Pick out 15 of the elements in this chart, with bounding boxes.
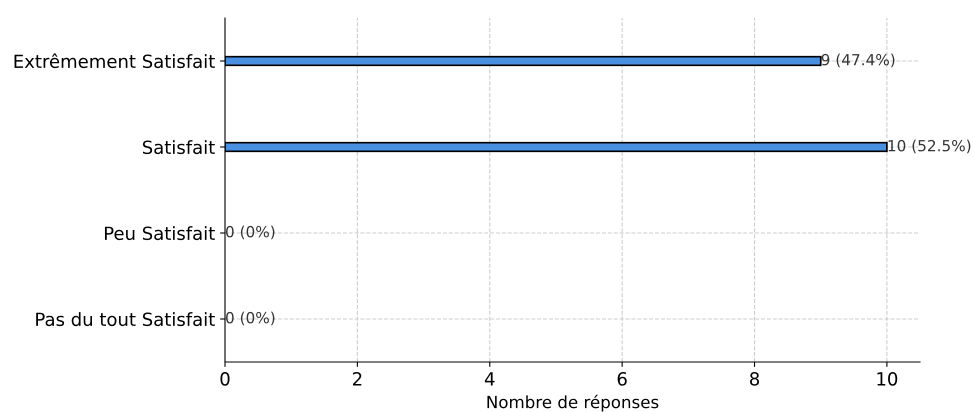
data-label: 10 (52.5%)	[888, 140, 970, 154]
x-tick-label: 6	[618, 372, 627, 386]
y-tick-label: Satisfait	[142, 140, 215, 154]
x-tick-label: 8	[750, 372, 760, 386]
x-tick-label: 4	[484, 372, 494, 386]
data-label: 0 (0%)	[226, 226, 274, 240]
x-tick-label: 10	[877, 372, 898, 386]
y-tick-label: Pas du tout Satisfait	[36, 312, 215, 326]
data-label: 9 (47.4%)	[822, 54, 894, 68]
x-axis-title: Nombre de réponses	[487, 394, 658, 412]
y-tick-label: Peu Satisfait	[104, 226, 215, 240]
y-tick-label: Extrêmement Satisfait	[14, 53, 215, 68]
data-label: 0 (0%)	[226, 312, 274, 326]
x-tick-label: 0	[220, 372, 230, 386]
x-tick-label: 2	[352, 372, 362, 386]
